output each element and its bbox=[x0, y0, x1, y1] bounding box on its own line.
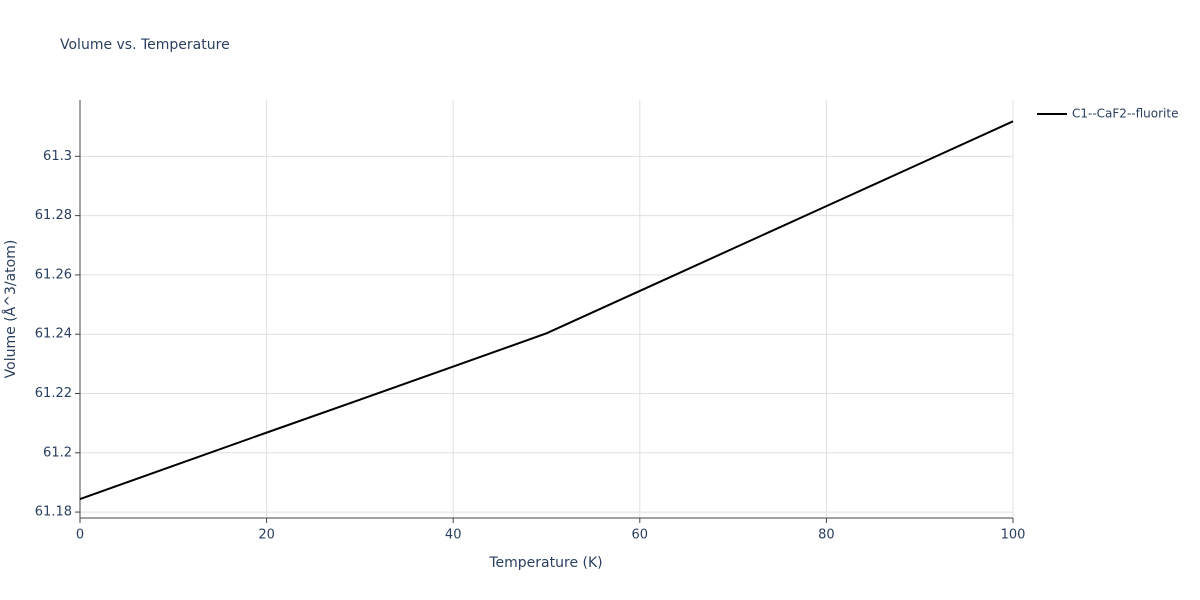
y-tick-label: 61.3 bbox=[43, 149, 72, 164]
x-axis-title: Temperature (K) bbox=[488, 555, 602, 571]
y-tick-label: 61.22 bbox=[35, 386, 72, 401]
x-tick-label: 40 bbox=[445, 528, 462, 543]
x-tick-label: 60 bbox=[632, 528, 649, 543]
y-axis-title: Volume (Å^3/atom) bbox=[2, 240, 19, 379]
y-tick-label: 61.2 bbox=[43, 445, 72, 460]
x-tick-label: 80 bbox=[818, 528, 835, 543]
x-tick-label: 0 bbox=[76, 528, 84, 543]
y-tick-label: 61.28 bbox=[35, 208, 72, 223]
legend-label: C1--CaF2--fluorite bbox=[1072, 107, 1178, 121]
x-tick-label: 100 bbox=[1001, 528, 1026, 543]
data-line bbox=[79, 120, 1014, 500]
x-tick-label: 20 bbox=[258, 528, 275, 543]
y-tick-label: 61.18 bbox=[35, 505, 72, 520]
chart-title: Volume vs. Temperature bbox=[60, 37, 230, 53]
y-tick-label: 61.24 bbox=[35, 327, 72, 342]
y-tick-label: 61.26 bbox=[35, 267, 72, 282]
